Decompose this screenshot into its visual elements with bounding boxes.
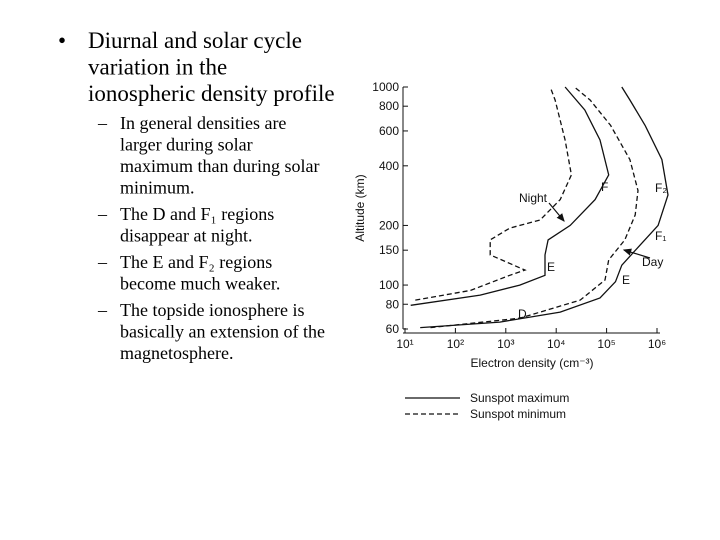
region-label: Night bbox=[519, 191, 548, 205]
sub-bullet-dash: – bbox=[97, 252, 108, 272]
y-tick-label: 200 bbox=[379, 218, 399, 232]
y-axis-label: Altitude (km) bbox=[353, 174, 367, 241]
bullet-line: variation in the bbox=[88, 55, 227, 80]
region-label: F₂ bbox=[655, 181, 667, 195]
y-tick-label: 100 bbox=[379, 278, 399, 292]
night-arrow bbox=[548, 202, 565, 222]
y-tick-label: 150 bbox=[379, 243, 399, 257]
bullet-dot: • bbox=[58, 28, 66, 53]
x-tick-label: 10⁵ bbox=[597, 337, 615, 351]
x-tick-label: 10⁶ bbox=[648, 337, 666, 351]
legend-label: Sunspot minimum bbox=[470, 407, 566, 421]
sub-bullet-line: disappear at night. bbox=[120, 226, 252, 246]
sub-bullet-dash: – bbox=[97, 300, 108, 320]
legend-label: Sunspot maximum bbox=[470, 391, 569, 405]
x-tick-label: 10³ bbox=[497, 337, 514, 351]
sub-bullet-dash: – bbox=[97, 113, 108, 133]
y-tick-label: 800 bbox=[379, 99, 399, 113]
sub-bullet-dash: – bbox=[97, 204, 108, 224]
sub-bullet-line: The E and F₂ regions bbox=[120, 252, 272, 272]
sub-bullet-line: magnetosphere. bbox=[120, 343, 233, 363]
region-label: F₁ bbox=[655, 229, 666, 243]
y-tick-label: 400 bbox=[379, 159, 399, 173]
density-profile bbox=[410, 86, 610, 306]
sub-bullet-line: basically an extension of the bbox=[120, 322, 325, 342]
sub-bullet-line: become much weaker. bbox=[120, 274, 280, 294]
sub-bullet-line: The topside ionosphere is bbox=[120, 300, 304, 320]
sub-bullet-line: In general densities are bbox=[120, 113, 286, 133]
y-tick-label: 1000 bbox=[372, 80, 399, 94]
sub-bullet-line: The D and F₁ regions bbox=[120, 204, 274, 224]
region-label: F bbox=[601, 180, 608, 194]
day-arrow bbox=[622, 248, 651, 259]
x-tick-label: 10² bbox=[447, 337, 464, 351]
region-label: E bbox=[622, 273, 630, 287]
sub-bullet-line: maximum than during solar bbox=[120, 156, 319, 176]
bullet-line: ionospheric density profile bbox=[88, 81, 335, 106]
region-label: D bbox=[518, 307, 527, 321]
y-tick-label: 80 bbox=[386, 297, 400, 311]
y-tick-label: 60 bbox=[386, 322, 400, 336]
chart: 60 80 100 150 200 400 600 800 1000 10¹ 10² 10³ 10⁴ 10… bbox=[353, 80, 669, 421]
region-label: Day bbox=[642, 255, 663, 269]
sub-bullet-line: minimum. bbox=[120, 178, 195, 198]
sub-bullet-line: larger during solar bbox=[120, 135, 253, 155]
x-axis-label: Electron density (cm⁻³) bbox=[470, 356, 593, 370]
x-tick-label: 10¹ bbox=[396, 337, 413, 351]
x-tick-label: 10⁴ bbox=[547, 337, 566, 351]
region-label: E bbox=[547, 260, 555, 274]
y-tick-label: 600 bbox=[379, 124, 399, 138]
density-profile bbox=[430, 86, 639, 329]
bullet-line: Diurnal and solar cycle bbox=[88, 28, 302, 53]
density-profile bbox=[420, 86, 669, 329]
density-profile bbox=[415, 86, 573, 301]
